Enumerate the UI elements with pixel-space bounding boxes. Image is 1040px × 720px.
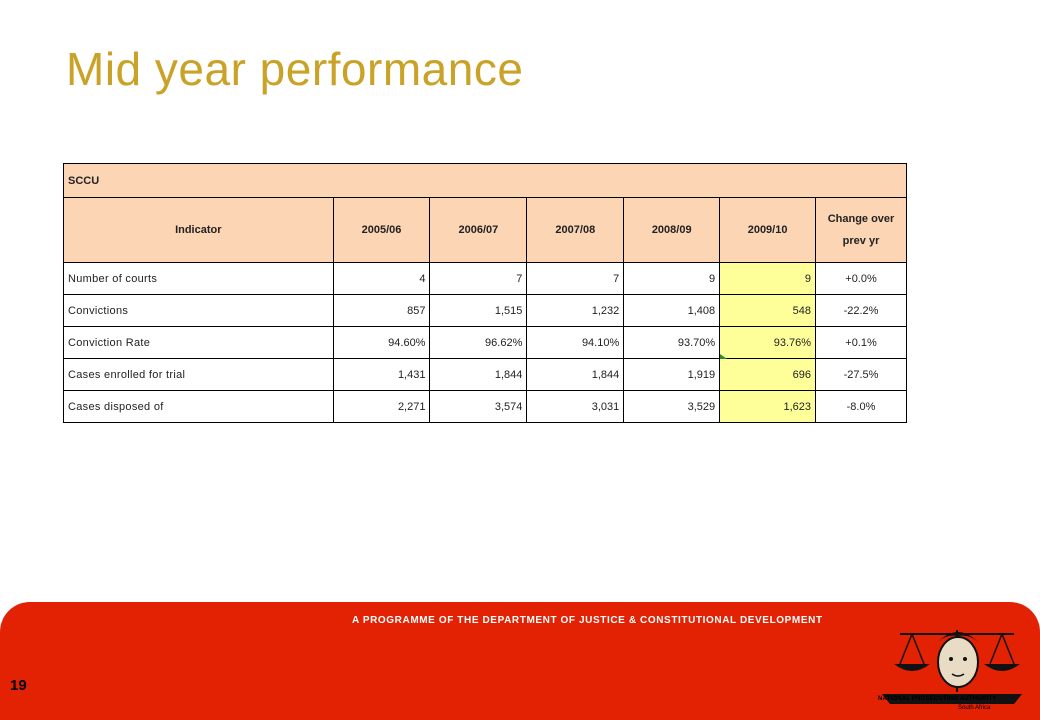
table-row: Cases enrolled for trial 1,431 1,844 1,8… bbox=[63, 358, 907, 391]
logo-subtitle: South Africa bbox=[958, 705, 991, 711]
cell-change: -27.5% bbox=[815, 358, 907, 391]
header-2005-06: 2005/06 bbox=[332, 197, 431, 263]
programme-text: A PROGRAMME OF THE DEPARTMENT OF JUSTICE… bbox=[352, 615, 823, 626]
header-change: Change over prev yr bbox=[815, 197, 907, 263]
header-row: Indicator 2005/06 2006/07 2007/08 2008/0… bbox=[63, 197, 907, 263]
header-2009-10: 2009/10 bbox=[719, 197, 817, 263]
slide-title: Mid year performance bbox=[66, 43, 524, 95]
row-label: Cases enrolled for trial bbox=[63, 358, 334, 391]
unit-label: SCCU bbox=[63, 163, 907, 198]
cell-value: 4 bbox=[332, 262, 431, 295]
cell-change: -22.2% bbox=[815, 294, 907, 327]
cell-value: 9 bbox=[623, 262, 721, 295]
performance-table: SCCU Indicator 2005/06 2006/07 2007/08 2… bbox=[63, 163, 907, 423]
cell-value: 857 bbox=[332, 294, 431, 327]
cell-value: 1,515 bbox=[429, 294, 528, 327]
table-row: Number of courts 4 7 7 9 9 +0.0% bbox=[63, 262, 907, 295]
table-row: Convictions 857 1,515 1,232 1,408 548 -2… bbox=[63, 294, 907, 327]
comment-flag-icon bbox=[720, 354, 728, 359]
cell-value: 1,844 bbox=[429, 358, 528, 391]
footer-bar bbox=[0, 602, 1040, 720]
header-indicator: Indicator bbox=[63, 197, 334, 263]
cell-value: 94.60% bbox=[332, 326, 431, 359]
cell-value-highlight: 93.76% bbox=[719, 326, 817, 359]
npa-scales-emblem-icon bbox=[882, 630, 1022, 704]
cell-value-highlight: 696 bbox=[719, 358, 817, 391]
cell-value: 3,031 bbox=[526, 390, 625, 423]
cell-change: +0.0% bbox=[815, 262, 907, 295]
cell-value: 7 bbox=[526, 262, 625, 295]
row-label: Conviction Rate bbox=[63, 326, 334, 359]
cell-value: 3,574 bbox=[429, 390, 528, 423]
cell-value: 1,408 bbox=[623, 294, 721, 327]
cell-value: 3,529 bbox=[623, 390, 721, 423]
row-label: Number of courts bbox=[63, 262, 334, 295]
cell-value: 1,919 bbox=[623, 358, 721, 391]
cell-value: 1,232 bbox=[526, 294, 625, 327]
cell-change: +0.1% bbox=[815, 326, 907, 359]
row-label: Convictions bbox=[63, 294, 334, 327]
cell-value: 7 bbox=[429, 262, 528, 295]
row-label: Cases disposed of bbox=[63, 390, 334, 423]
cell-change: -8.0% bbox=[815, 390, 907, 423]
cell-text: 93.76% bbox=[773, 336, 812, 349]
cell-value: 2,271 bbox=[332, 390, 431, 423]
cell-value-highlight: 548 bbox=[719, 294, 817, 327]
unit-row: SCCU bbox=[63, 163, 907, 198]
cell-value: 1,844 bbox=[526, 358, 625, 391]
header-2006-07: 2006/07 bbox=[429, 197, 528, 263]
cell-value: 96.62% bbox=[429, 326, 528, 359]
header-2007-08: 2007/08 bbox=[526, 197, 625, 263]
cell-value: 1,431 bbox=[332, 358, 431, 391]
cell-value: 93.70% bbox=[623, 326, 721, 359]
cell-value-highlight: 1,623 bbox=[719, 390, 817, 423]
table-row: Conviction Rate 94.60% 96.62% 94.10% 93.… bbox=[63, 326, 907, 359]
page-number: 19 bbox=[10, 677, 27, 694]
header-2008-09: 2008/09 bbox=[623, 197, 721, 263]
cell-value-highlight: 9 bbox=[719, 262, 817, 295]
table-row: Cases disposed of 2,271 3,574 3,031 3,52… bbox=[63, 390, 907, 423]
cell-value: 94.10% bbox=[526, 326, 625, 359]
logo-name: NATIONAL PROSECUTING AUTHORITY bbox=[878, 696, 997, 702]
